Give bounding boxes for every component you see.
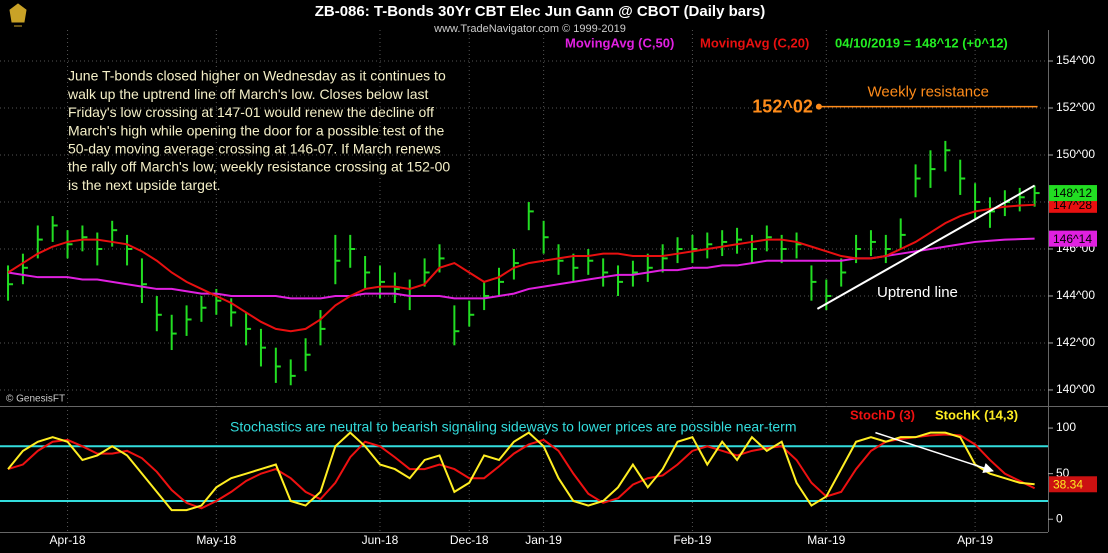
logo [9, 3, 27, 27]
y-tick-label: 144^00 [1056, 288, 1095, 302]
resistance-label: Weekly resistance [868, 84, 989, 101]
resistance-dot [815, 103, 822, 110]
legend-label: MovingAvg (C,20) [700, 35, 809, 50]
y-tick-label: 154^00 [1056, 53, 1095, 67]
commentary: 50-day moving average crossing at 146-07… [68, 141, 441, 157]
last-value-box [1049, 476, 1097, 493]
chart-title: ZB-086: T-Bonds 30Yr CBT Elec Jun Gann @… [315, 3, 766, 20]
x-tick-label: Apr-18 [50, 533, 86, 547]
last-value-label: 38.34 [1053, 477, 1083, 491]
y-tick-label: 142^00 [1056, 335, 1095, 349]
legend-label: StochD (3) [850, 407, 915, 422]
line-series [7, 203, 1035, 333]
y-tick-label: 0 [1056, 511, 1063, 525]
x-tick-label: Apr-19 [957, 533, 993, 547]
last-value-box [1049, 230, 1097, 247]
last-value-box [1049, 185, 1097, 202]
source: © GenesisFT [6, 394, 65, 405]
y-tick-label: 150^00 [1056, 147, 1095, 161]
x-tick-label: May-18 [196, 533, 236, 547]
y-tick-label: 152^00 [1056, 100, 1095, 114]
trendline [816, 184, 1036, 310]
line-series [7, 431, 1035, 512]
line-series [7, 433, 1036, 510]
commentary: the rally off March's low, weekly resist… [68, 159, 450, 175]
last-value-label: 148^12 [1053, 186, 1092, 200]
commentary: June T-bonds closed higher on Wednesday … [68, 68, 446, 84]
trendline-label: Uptrend line [877, 284, 958, 301]
commentary: Friday's low crossing at 147-01 would re… [68, 104, 434, 120]
commentary: is the next upside target. [68, 177, 221, 193]
legend-label: StochK (14,3) [935, 407, 1018, 422]
y-tick-label: 100 [1056, 420, 1076, 434]
stochastic-note: Stochastics are neutral to bearish signa… [230, 419, 797, 435]
x-tick-label: Jun-18 [362, 533, 399, 547]
legend-label: MovingAvg (C,50) [565, 35, 674, 50]
x-tick-label: Mar-19 [807, 533, 845, 547]
y-tick-label: 140^00 [1056, 382, 1095, 396]
status: 04/10/2019 = 148^12 (+0^12) [835, 35, 1008, 50]
x-tick-label: Jan-19 [525, 533, 562, 547]
commentary: March's high while opening the door for … [68, 122, 444, 138]
last-value-label: 147^28 [1053, 198, 1092, 212]
last-value-label: 146^14 [1053, 232, 1092, 246]
arrow [875, 431, 994, 473]
x-tick-label: Dec-18 [450, 533, 489, 547]
commentary: walk up the uptrend line off March's low… [67, 86, 428, 102]
subtitle: www.TradeNavigator.com © 1999-2019 [433, 23, 626, 35]
resistance-value: 152^02 [752, 96, 813, 116]
x-tick-label: Feb-19 [673, 533, 711, 547]
